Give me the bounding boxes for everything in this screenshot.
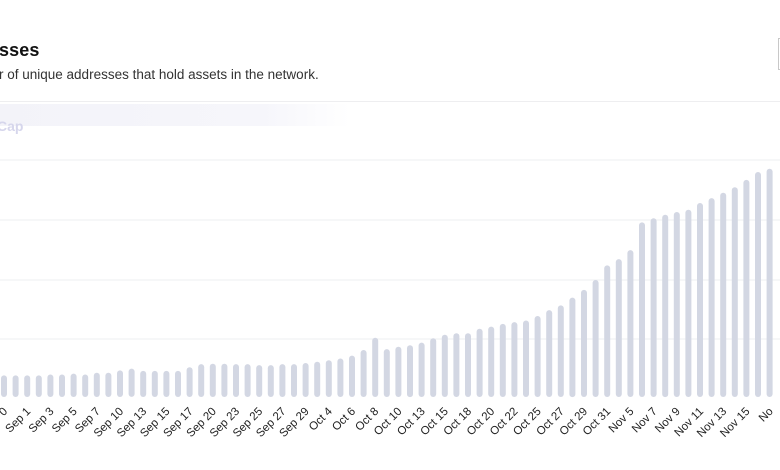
bar-26[interactable]: Sep 29: 15.1	[302, 363, 309, 397]
bar-21[interactable]: Sep 24: 14.6	[244, 364, 251, 397]
bar-24[interactable]: Sep 27: 14.6	[279, 364, 286, 397]
bar-29[interactable]: Oct 5: 17.1	[337, 358, 344, 398]
bar-15[interactable]: Sep 16: 11.6	[175, 370, 181, 397]
bar-34[interactable]: Oct 10: 22.3	[395, 346, 402, 397]
x-tick-label-33: No	[757, 406, 776, 425]
bar-38[interactable]: Oct 15: 27.7	[441, 334, 448, 397]
bar-40[interactable]: Oct 18: 28.3	[465, 333, 471, 397]
bar-35[interactable]: Oct 11: 23	[407, 345, 413, 398]
bar-30[interactable]: Oct 6: 18.4	[349, 355, 355, 397]
bar-10[interactable]: Sep 10: 11.8	[117, 370, 123, 397]
bar-9[interactable]: Sep 8: 10.8	[105, 372, 112, 397]
bar-36[interactable]: Oct 13: 24.2	[418, 342, 425, 397]
bar-37[interactable]: Oct 14: 26.1	[430, 338, 437, 397]
x-tick-label-3: Sep 5	[50, 406, 80, 436]
x-tick-label-27: Nov 5	[607, 406, 637, 436]
bar-3[interactable]: Sep 2: 9.6	[35, 375, 42, 397]
bar-63[interactable]: Nov 14: 93.2	[731, 187, 738, 397]
bar-62[interactable]: Nov 13: 90.8	[720, 192, 727, 397]
bar-49[interactable]: Oct 28: 44.2	[569, 297, 576, 398]
bar-44[interactable]: Oct 22: 33.3	[511, 322, 518, 397]
bar-60[interactable]: Nov 11: 86.2	[697, 203, 703, 397]
x-tick-label-28: Nov 7	[630, 406, 660, 436]
bar-32[interactable]: Oct 8: 26.3	[372, 337, 379, 397]
bar-56[interactable]: Nov 7: 79.4	[650, 218, 657, 397]
watermark-band	[0, 104, 350, 126]
bar-17[interactable]: Sep 18: 14.6	[198, 364, 205, 397]
bar-31[interactable]: Oct 7: 20.9	[360, 350, 367, 397]
bar-33[interactable]: Oct 9: 21.3	[383, 349, 390, 397]
bar-50[interactable]: Oct 29: 47.6	[581, 289, 587, 397]
bar-48[interactable]: Oct 27: 40.7	[557, 305, 564, 397]
bar-43[interactable]: Oct 21: 32.5	[499, 323, 506, 397]
x-tick-label-1: Sep 1	[4, 406, 34, 436]
bar-42[interactable]: Oct 20: 31.3	[488, 326, 495, 397]
x-tick-label-14: Oct 4	[307, 405, 335, 433]
bar-28[interactable]: Oct 4: 16.3	[325, 360, 332, 397]
x-tick-label-2: Sep 3	[27, 406, 57, 436]
bar-27[interactable]: Oct 2: 15.7	[314, 361, 321, 397]
bar-41[interactable]: Oct 19: 30.3	[476, 328, 483, 397]
bar-39[interactable]: Oct 16: 28.3	[453, 333, 460, 397]
bar-66[interactable]: Nov 17: 101.4	[766, 168, 773, 397]
bar-11[interactable]: Sep 11: 12.6	[128, 368, 135, 397]
bar-12[interactable]: Sep 13: 11.6	[140, 370, 147, 397]
header-divider	[0, 101, 780, 102]
chart-title: sses	[0, 40, 40, 60]
bar-54[interactable]: Nov 5: 65.3	[627, 250, 634, 397]
bar-52[interactable]: Oct 31: 58.5	[604, 265, 611, 397]
bar-13[interactable]: Sep 14: 11.6	[151, 370, 158, 397]
bar-6[interactable]: Sep 5: 10.4	[70, 373, 77, 397]
bar-20[interactable]: Sep 23: 14.6	[233, 364, 239, 397]
bar-65[interactable]: Nov 16: 100	[755, 172, 761, 397]
bar-0[interactable]: Aug 30: 9.6	[1, 375, 7, 397]
bar-23[interactable]: Sep 26: 14.2	[267, 365, 274, 397]
x-tick-label-0: 0	[0, 406, 10, 419]
bar-25[interactable]: Sep 28: 14.6	[291, 364, 297, 397]
bar-series: Aug 30: 9.6 Aug 31: 9.6 Sep 1: 9.6 Sep 2: 9…	[1, 168, 773, 398]
bar-61[interactable]: Nov 12: 88.4	[708, 198, 715, 397]
bar-5[interactable]: Sep 4: 10	[59, 374, 65, 398]
bar-55[interactable]: Nov 6: 77.6	[639, 222, 645, 397]
bar-45[interactable]: Oct 24: 34	[523, 320, 529, 398]
bar-22[interactable]: Sep 25: 14.2	[256, 365, 263, 397]
bar-53[interactable]: Nov 2: 61.3	[615, 259, 622, 397]
grid-lines	[0, 159, 780, 340]
bar-19[interactable]: Sep 21: 14.8	[221, 363, 228, 397]
bar-58[interactable]: Nov 9: 82.2	[673, 212, 680, 397]
bar-47[interactable]: Oct 26: 38.6	[546, 310, 553, 397]
bar-1[interactable]: Aug 31: 9.6	[12, 375, 19, 397]
bar-18[interactable]: Sep 20: 14.8	[209, 363, 216, 397]
bar-14[interactable]: Sep 15: 11.6	[163, 370, 170, 397]
chart-subtitle: r of unique addresses that hold assets i…	[0, 67, 319, 82]
bar-59[interactable]: Nov 10: 83.2	[685, 209, 692, 397]
bar-57[interactable]: Nov 8: 81	[662, 214, 669, 398]
bar-64[interactable]: Nov 15: 96.5	[743, 179, 750, 397]
x-tick-label-15: Oct 6	[330, 406, 358, 434]
watermark-logo-text: Cap	[0, 118, 24, 134]
info-button-frame[interactable]	[778, 38, 780, 70]
bar-2[interactable]: Sep 1: 9.6	[24, 375, 31, 397]
bar-51[interactable]: Oct 30: 52	[592, 280, 599, 397]
bar-8[interactable]: Sep 7: 10.8	[93, 372, 100, 397]
bar-4[interactable]: Sep 3: 10	[47, 374, 54, 398]
bar-7[interactable]: Sep 6: 10	[82, 374, 89, 398]
bar-46[interactable]: Oct 25: 36	[534, 316, 541, 397]
bar-16[interactable]: Sep 17: 13.2	[186, 367, 193, 397]
